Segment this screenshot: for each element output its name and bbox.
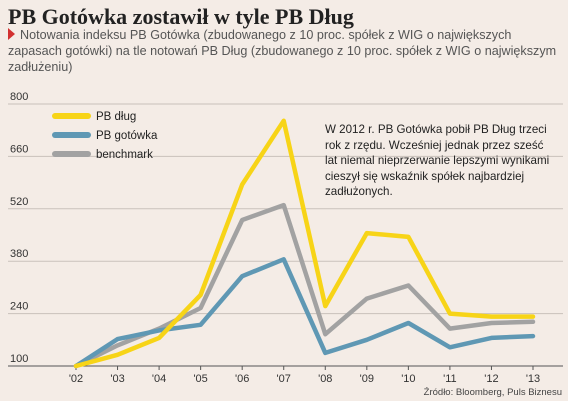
legend-label: PB dług — [96, 111, 136, 123]
x-tick-label: '06 — [235, 373, 249, 385]
series-line-pb-dług — [73, 118, 536, 369]
legend-label: PB gotówka — [96, 130, 158, 142]
series-line-pb-gotówka — [73, 257, 536, 369]
y-tick-label: 800 — [10, 91, 28, 103]
x-tick-label: '02 — [69, 373, 83, 385]
legend-label: benchmark — [96, 149, 153, 161]
chart-subtitle: Notowania indeksu PB Gotówka (zbudowaneg… — [8, 27, 564, 75]
y-tick-label: 380 — [10, 248, 28, 260]
source-note: Źródło: Bloomberg, Puls Biznesu — [423, 387, 562, 398]
x-tick-label: '05 — [193, 373, 207, 385]
x-tick-label: '03 — [110, 373, 124, 385]
x-tick-label: '12 — [484, 373, 498, 385]
chart-title: PB Gotówka zostawił w tyle PB Dług — [8, 4, 354, 29]
x-tick-label: '08 — [318, 373, 332, 385]
chart-annotation: W 2012 r. PB Gotówka pobił PB Dług trzec… — [325, 123, 550, 198]
y-tick-label: 660 — [10, 143, 28, 155]
bullet-icon — [8, 28, 15, 40]
y-tick-label: 520 — [10, 196, 28, 208]
x-tick-label: '07 — [277, 373, 291, 385]
y-tick-label: 100 — [10, 353, 28, 365]
x-tick-label: '13 — [526, 373, 540, 385]
y-tick-label: 240 — [10, 301, 28, 313]
x-tick-label: '09 — [360, 373, 374, 385]
subtitle-text: Notowania indeksu PB Gotówka (zbudowaneg… — [8, 28, 557, 74]
x-tick-label: '10 — [401, 373, 415, 385]
x-tick-label: '11 — [443, 373, 457, 385]
x-tick-label: '04 — [152, 373, 166, 385]
